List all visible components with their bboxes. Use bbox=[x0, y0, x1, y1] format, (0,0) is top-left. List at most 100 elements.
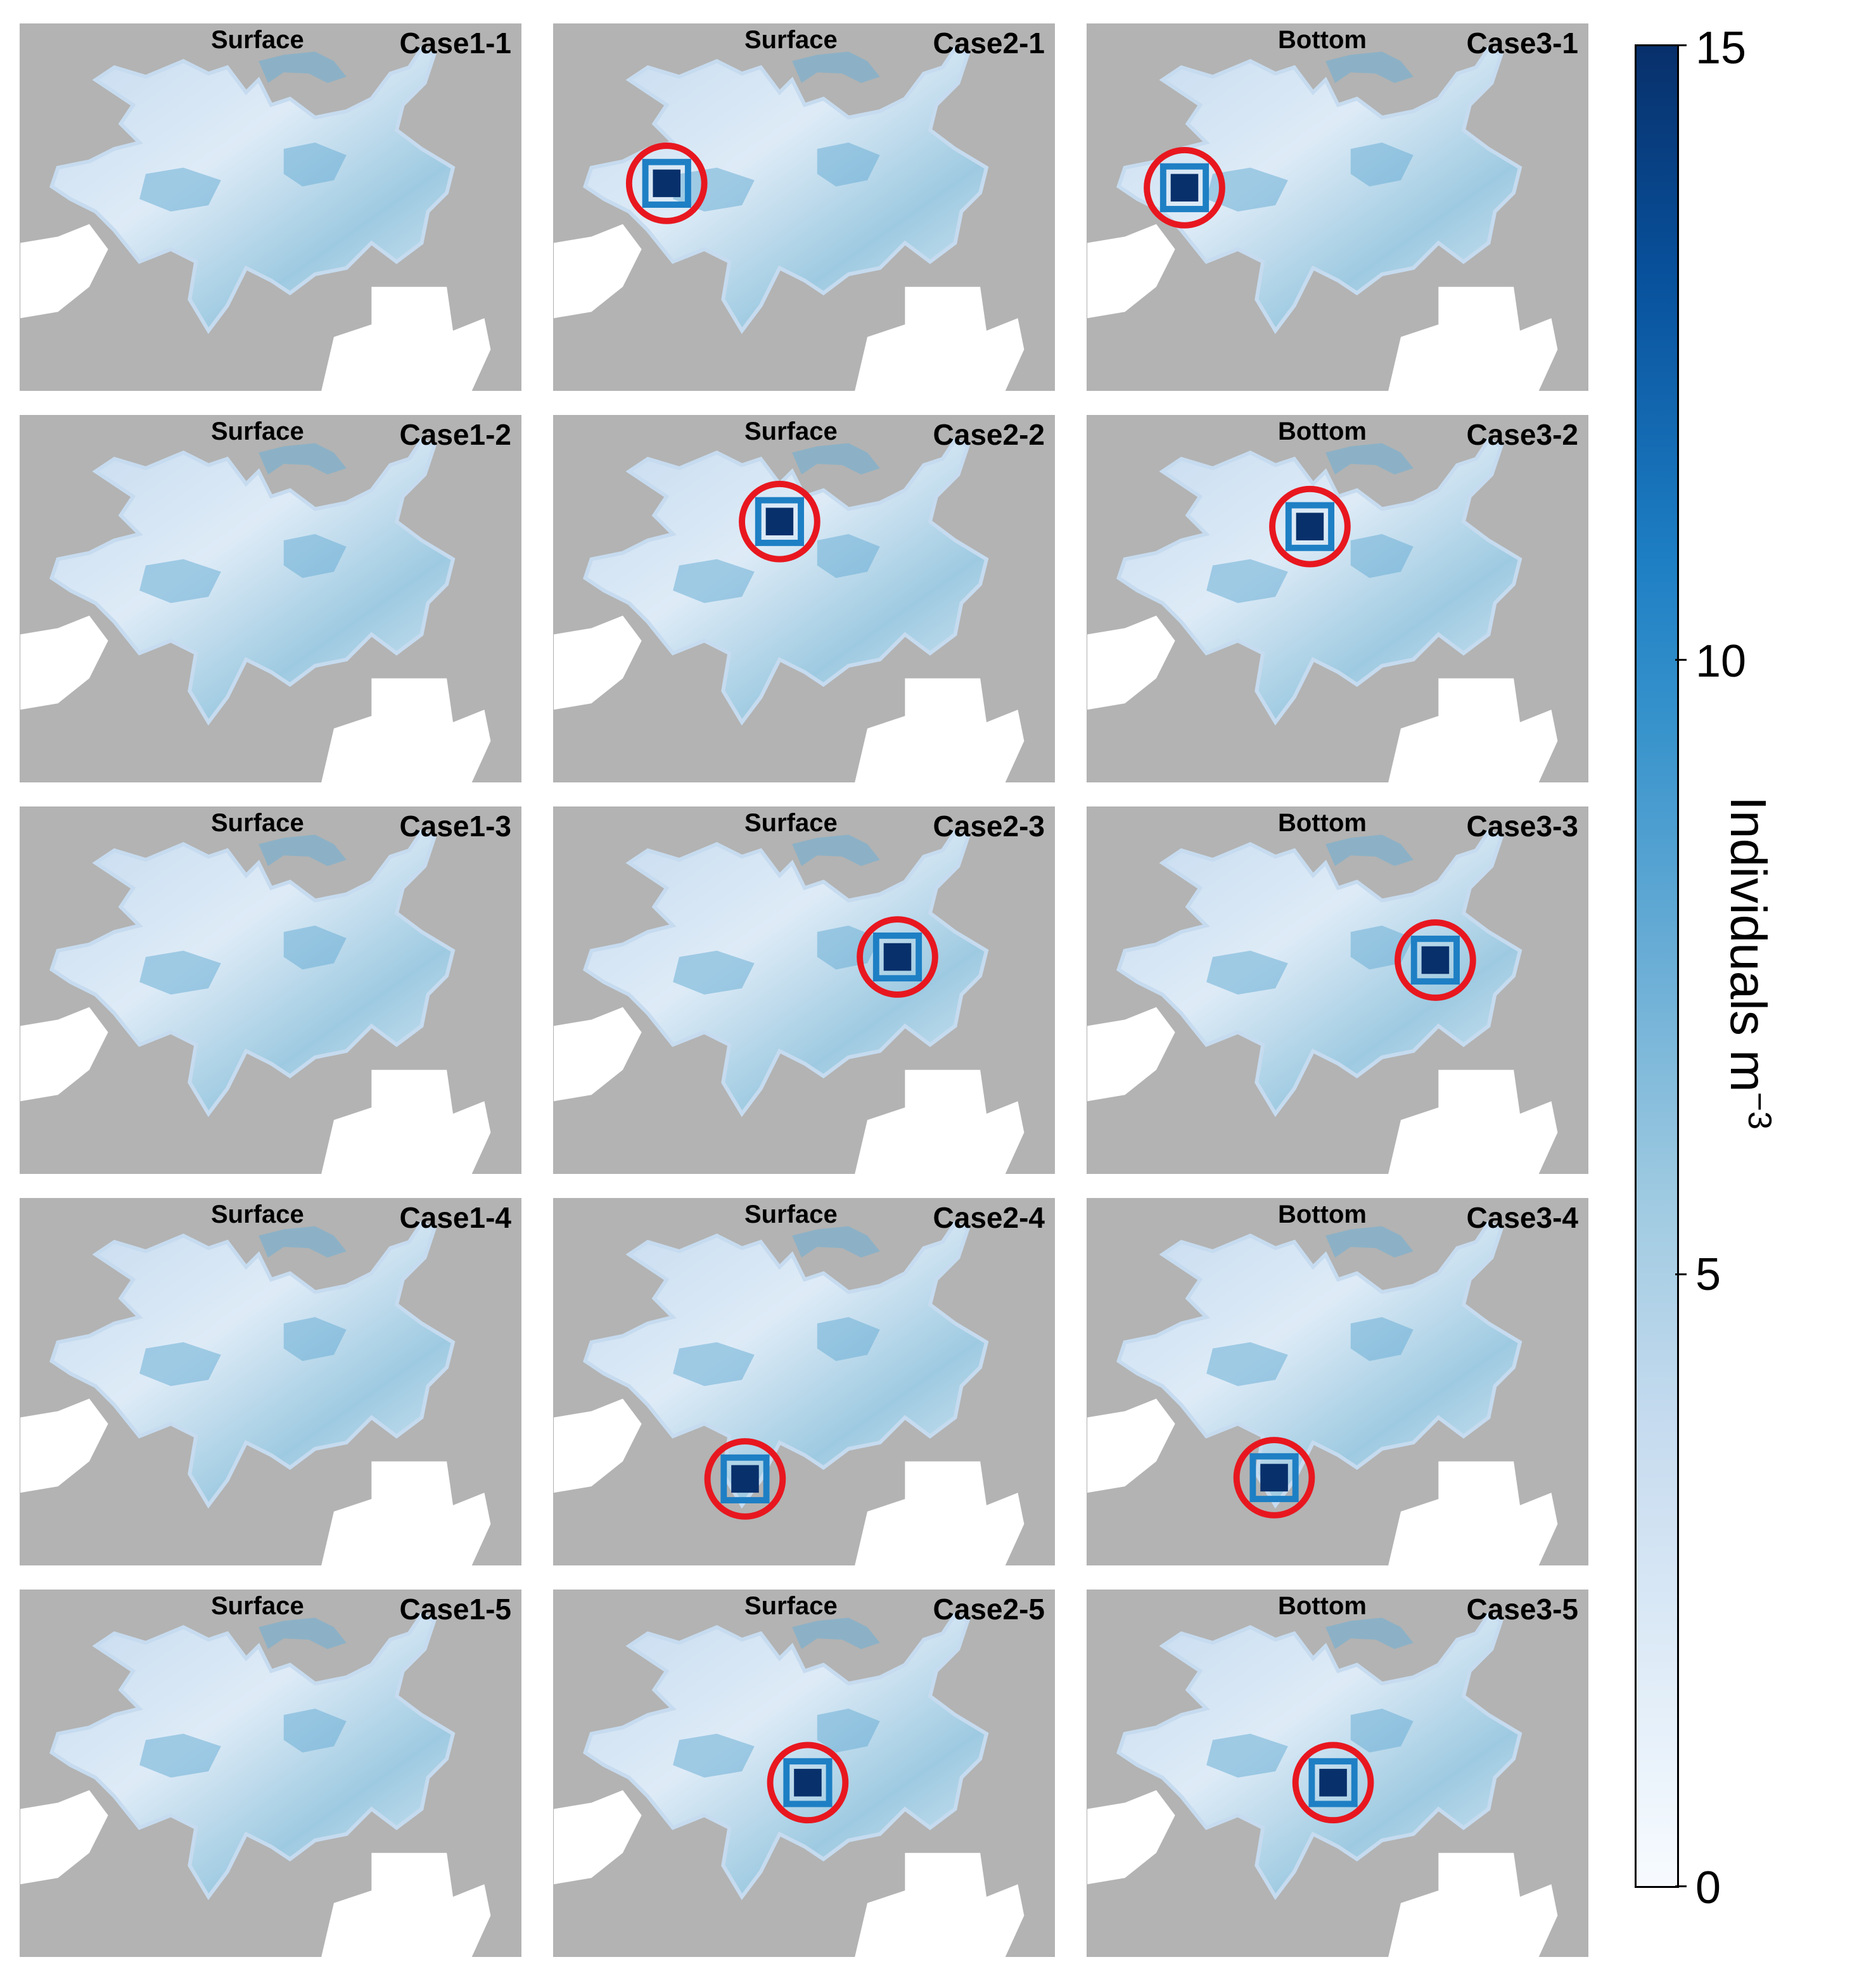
hotspot-marker-circle bbox=[1269, 485, 1351, 568]
concentration-patch-0 bbox=[259, 51, 347, 84]
panel-case-label: Case2-5 bbox=[933, 1593, 1045, 1626]
heatmap-map-case3-1 bbox=[1087, 46, 1558, 391]
hotspot-high-concentration bbox=[731, 1465, 759, 1493]
panel-case-label: Case2-2 bbox=[933, 418, 1045, 451]
hotspot-halo bbox=[1249, 1453, 1299, 1503]
hotspot-marker-circle bbox=[1395, 919, 1476, 1001]
panel-layer-label: Bottom bbox=[1278, 417, 1367, 445]
hotspot-halo bbox=[642, 158, 691, 208]
panel-case-label: Case2-1 bbox=[933, 27, 1045, 60]
heatmap-panel-case3-4: Bottom Case3-4 bbox=[1085, 1196, 1590, 1567]
panel-case-label: Case1-3 bbox=[399, 810, 511, 843]
hotspot-marker-circle bbox=[1292, 1742, 1374, 1824]
colorbar-label-text: Individuals m bbox=[1720, 796, 1777, 1092]
heatmap-map-case2-2 bbox=[554, 437, 1025, 782]
panel-layer-label: Surface bbox=[211, 417, 304, 445]
hotspot-halo bbox=[1308, 1758, 1358, 1807]
concentration-patch-2 bbox=[139, 167, 221, 212]
estuary-concentration-field bbox=[49, 829, 456, 1118]
estuary-concentration-field bbox=[1116, 1220, 1522, 1509]
heatmap-map-case3-3 bbox=[1087, 829, 1558, 1174]
panel-layer-label: Bottom bbox=[1278, 809, 1367, 837]
concentration-patch-1 bbox=[817, 143, 880, 187]
colorbar-tick-10 bbox=[1675, 659, 1687, 661]
concentration-patch-0 bbox=[1325, 834, 1414, 867]
concentration-patch-0 bbox=[792, 1617, 880, 1650]
hotspot-marker-circle bbox=[704, 1438, 786, 1520]
map-white-region-southeast bbox=[321, 678, 491, 782]
map-white-region-west bbox=[20, 615, 108, 710]
hotspot-high-concentration bbox=[653, 169, 681, 198]
colorbar-tick-label-15: 15 bbox=[1695, 23, 1747, 73]
heatmap-map-case3-4 bbox=[1087, 1220, 1558, 1565]
hotspot-high-concentration bbox=[883, 943, 912, 971]
concentration-patch-0 bbox=[792, 834, 880, 867]
heatmap-map-case2-5 bbox=[554, 1612, 1025, 1957]
map-white-region-southeast bbox=[1388, 286, 1558, 391]
hotspot-halo bbox=[1285, 502, 1335, 551]
heatmap-map-case1-3 bbox=[20, 829, 491, 1174]
concentration-patch-0 bbox=[1325, 51, 1414, 84]
heatmap-panel-case3-3: Bottom Case3-3 bbox=[1085, 805, 1590, 1176]
panel-layer-label: Surface bbox=[744, 417, 838, 445]
map-white-region-southeast bbox=[1388, 678, 1558, 782]
colorbar-label-exponent: −3 bbox=[1740, 1092, 1778, 1130]
heatmap-map-case3-2 bbox=[1087, 437, 1558, 782]
concentration-patch-1 bbox=[1350, 1317, 1414, 1361]
estuary-concentration-field bbox=[49, 1220, 456, 1509]
map-white-region-southeast bbox=[855, 1852, 1025, 1957]
concentration-patch-1 bbox=[817, 1317, 880, 1361]
panel-layer-label: Surface bbox=[211, 1592, 304, 1620]
concentration-patch-1 bbox=[283, 1709, 347, 1753]
concentration-patch-1 bbox=[283, 143, 347, 187]
concentration-patch-0 bbox=[792, 51, 880, 84]
panel-layer-label: Surface bbox=[211, 1201, 304, 1228]
colorbar-tick-5 bbox=[1675, 1273, 1687, 1275]
heatmap-panel-case2-2: Surface Case2-2 bbox=[551, 413, 1057, 784]
map-white-region-west bbox=[1087, 1398, 1175, 1493]
hotspot-halo bbox=[755, 497, 804, 546]
heatmap-panel-case3-2: Bottom Case3-2 bbox=[1085, 413, 1590, 784]
panel-layer-label: Surface bbox=[211, 809, 304, 837]
map-white-region-west bbox=[1087, 224, 1175, 319]
map-white-region-southeast bbox=[855, 1069, 1025, 1174]
hotspot-high-concentration bbox=[765, 507, 794, 536]
heatmap-map-case1-5 bbox=[20, 1612, 491, 1957]
map-white-region-west bbox=[1087, 1790, 1175, 1885]
panel-case-label: Case3-5 bbox=[1466, 1593, 1578, 1626]
map-white-region-southeast bbox=[321, 1069, 491, 1174]
panel-layer-label: Surface bbox=[744, 1201, 838, 1228]
heatmap-panel-case1-4: Surface Case1-4 bbox=[18, 1196, 523, 1567]
heatmap-map-case1-2 bbox=[20, 437, 491, 782]
hotspot-halo bbox=[1159, 163, 1210, 212]
estuary-concentration-field bbox=[583, 1220, 989, 1509]
concentration-patch-1 bbox=[283, 926, 347, 970]
heatmap-panel-case1-1: Surface Case1-1 bbox=[18, 22, 523, 393]
heatmap-map-case1-4 bbox=[20, 1220, 491, 1565]
concentration-patch-2 bbox=[673, 167, 755, 212]
concentration-patch-2 bbox=[673, 1342, 755, 1386]
concentration-patch-2 bbox=[1206, 167, 1288, 212]
concentration-patch-0 bbox=[792, 443, 880, 475]
panel-case-label: Case2-4 bbox=[933, 1201, 1045, 1234]
panel-case-label: Case1-4 bbox=[399, 1201, 511, 1234]
estuary-concentration-field bbox=[49, 46, 456, 335]
estuary-concentration-field bbox=[1116, 46, 1522, 335]
colorbar: 15 10 5 0 bbox=[1635, 25, 1746, 1911]
concentration-patch-1 bbox=[1350, 534, 1414, 578]
concentration-patch-0 bbox=[259, 1226, 347, 1258]
map-white-region-west bbox=[1087, 1007, 1175, 1102]
concentration-patch-2 bbox=[1206, 559, 1288, 603]
map-white-region-southeast bbox=[1388, 1069, 1558, 1174]
panel-case-label: Case1-2 bbox=[399, 418, 511, 451]
estuary-concentration-field bbox=[583, 829, 989, 1118]
map-white-region-southeast bbox=[855, 286, 1025, 391]
map-white-region-west bbox=[20, 1007, 108, 1102]
concentration-patch-0 bbox=[792, 1226, 880, 1258]
hotspot-halo bbox=[872, 932, 922, 982]
heatmap-panel-case1-3: Surface Case1-3 bbox=[18, 805, 523, 1176]
concentration-patch-1 bbox=[1350, 143, 1414, 187]
panel-layer-label: Surface bbox=[744, 809, 838, 837]
hotspot-high-concentration bbox=[1421, 946, 1450, 974]
